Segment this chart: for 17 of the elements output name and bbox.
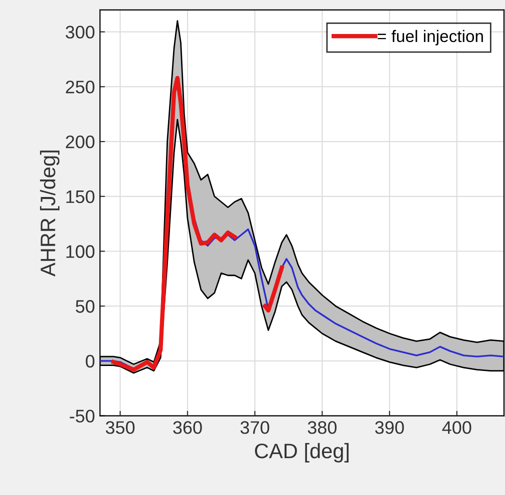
x-axis-title: CAD [deg]: [254, 443, 349, 462]
legend-label: = fuel injection: [378, 30, 483, 46]
y-tick-label: -50: [70, 410, 94, 423]
y-tick-label: 150: [66, 190, 94, 204]
x-tick-label: 370: [240, 421, 270, 434]
y-tick-label: 0: [86, 354, 94, 368]
x-tick-label: 380: [308, 421, 337, 434]
y-axis-title: AHRR [J/deg]: [40, 150, 60, 276]
y-tick-label: 250: [66, 80, 94, 94]
x-tick-label: 390: [375, 421, 404, 434]
x-tick-label: 360: [173, 421, 202, 434]
x-tick-label: 350: [106, 421, 135, 434]
x-tick-label: 400: [442, 421, 472, 434]
y-tick-label: 300: [66, 26, 94, 39]
y-tick-label: 50: [76, 300, 94, 313]
y-tick-label: 200: [66, 135, 94, 148]
y-tick-label: 100: [66, 245, 94, 258]
